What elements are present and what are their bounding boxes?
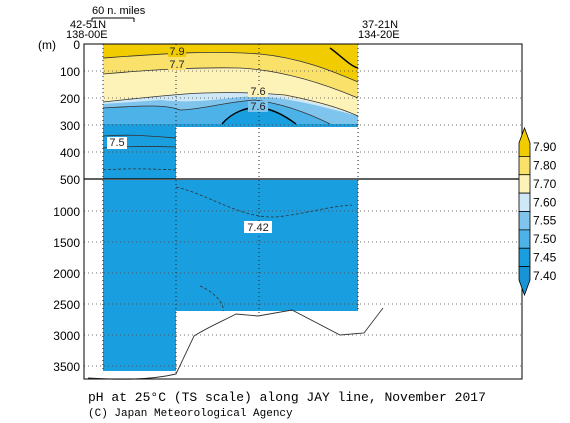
colorbar-label-2: 7.70 — [533, 177, 557, 191]
colorbar-label-6: 7.45 — [533, 250, 557, 264]
y-axis-unit: (m) — [38, 38, 56, 52]
station-lines — [102, 44, 359, 375]
y-tick-2000: 2000 — [53, 267, 80, 281]
scale-bar: 60 n. miles — [91, 5, 146, 22]
contour-label-7-5: 7.5 — [109, 137, 124, 149]
contour-label-7-9: 7.9 — [169, 46, 184, 58]
band-lower-deep-left — [103, 311, 176, 371]
colorbar-swatch-4 — [518, 211, 531, 231]
band-7-45-core — [222, 107, 296, 124]
colorbar-swatch-0 — [518, 126, 531, 157]
band-upper-deep-left — [103, 124, 176, 179]
colorbar-label-5: 7.50 — [533, 232, 557, 246]
colorbar-swatch-1 — [518, 155, 531, 176]
contour-label-7-42: 7.42 — [247, 222, 268, 234]
colorbar-label-4: 7.55 — [533, 214, 557, 228]
y-tick-3000: 3000 — [53, 329, 80, 343]
grid-lines — [84, 70, 522, 367]
scale-label: 60 n. miles — [92, 5, 146, 17]
y-tick-500: 500 — [60, 173, 80, 187]
y-ticks: 0 100 200 300 400 500 1000 1500 2000 250… — [53, 38, 80, 374]
colorbar-label-0: 7.90 — [533, 140, 557, 154]
contour-label-7-6-a: 7.6 — [250, 86, 265, 98]
y-tick-0: 0 — [73, 38, 80, 52]
y-tick-300: 300 — [60, 119, 80, 133]
y-tick-1000: 1000 — [53, 205, 80, 219]
station-left-lon: 138-00E — [66, 29, 108, 41]
y-tick-400: 400 — [60, 146, 80, 160]
y-tick-1500: 1500 — [53, 236, 80, 250]
y-tick-2500: 2500 — [53, 298, 80, 312]
chart-credit: (C) Japan Meteorological Agency — [88, 408, 293, 420]
colorbar-label-7: 7.40 — [533, 269, 557, 283]
y-tick-200: 200 — [60, 92, 80, 106]
band-lower-main — [103, 180, 358, 311]
colorbar-swatch-5 — [518, 229, 531, 249]
colorbar-swatch-7 — [518, 266, 531, 297]
chart-title: pH at 25°C (TS scale) along JAY line, No… — [88, 390, 486, 405]
station-right-lat: 37-21N — [362, 19, 398, 31]
missing-data-box — [176, 127, 358, 179]
band-7-70 — [103, 67, 358, 116]
colorbar: 7.90 7.80 7.70 7.60 7.55 7.50 7.45 7.40 — [518, 126, 557, 297]
station-left-lat: 42-51N — [70, 19, 106, 31]
contour-label-7-7: 7.7 — [169, 59, 184, 71]
contour-label-7-6-b: 7.6 — [250, 101, 265, 113]
colorbar-label-3: 7.60 — [533, 195, 557, 209]
colorbar-label-1: 7.80 — [533, 159, 557, 173]
y-tick-3500: 3500 — [53, 360, 80, 374]
contour-label-group: 7.9 7.7 7.6 7.6 7.5 7.42 — [107, 46, 272, 234]
band-7-80 — [103, 52, 358, 98]
station-right-lon: 134-20E — [358, 29, 400, 41]
ph-color-field — [103, 44, 358, 371]
colorbar-swatch-6 — [518, 247, 531, 268]
y-tick-100: 100 — [60, 65, 80, 79]
colorbar-swatch-3 — [518, 192, 531, 212]
band-upper-deep-right — [176, 124, 358, 127]
colorbar-swatch-2 — [518, 174, 531, 194]
